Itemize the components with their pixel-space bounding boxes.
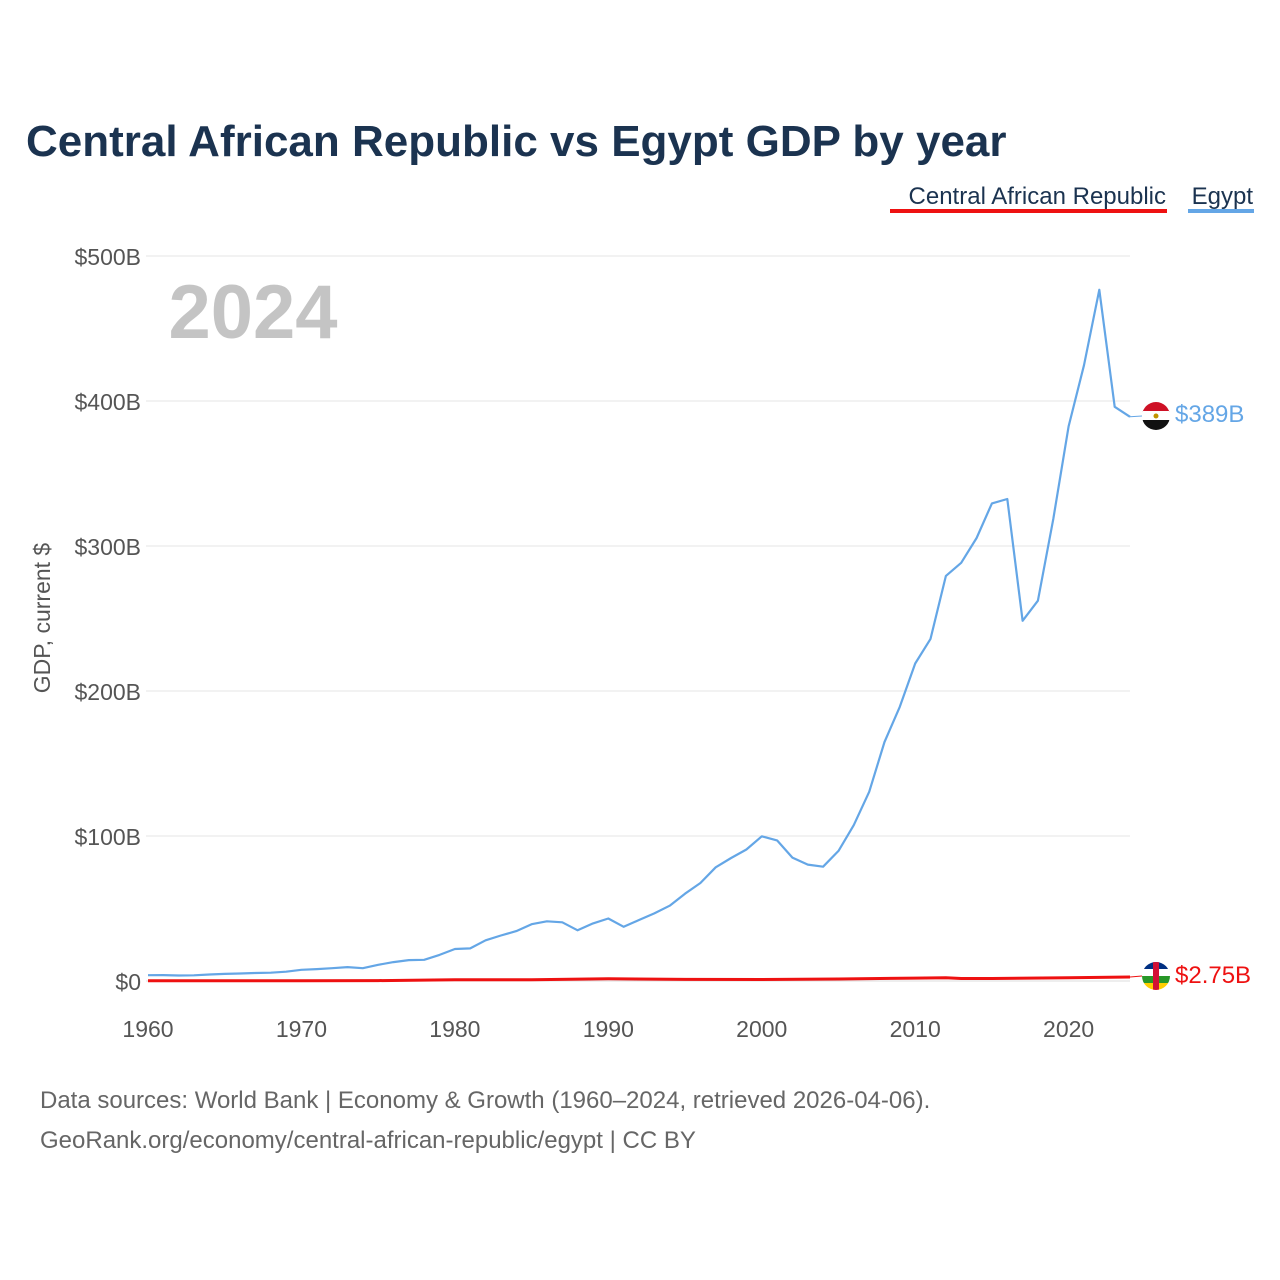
x-tick-label: 2000 bbox=[736, 1016, 787, 1042]
end-connector bbox=[1129, 415, 1143, 418]
x-axis-ticks: 1960 1970 1980 1990 2000 2010 2020 bbox=[122, 1016, 1094, 1042]
gridlines bbox=[146, 255, 1130, 982]
x-tick-label: 1990 bbox=[583, 1016, 634, 1042]
series-line-car bbox=[148, 975, 1131, 983]
egypt-flag-icon bbox=[1142, 402, 1170, 430]
y-tick-label: $100B bbox=[74, 824, 141, 850]
legend-label-egypt[interactable]: Egypt bbox=[1192, 183, 1254, 210]
car-end-value-label: $2.75B bbox=[1175, 962, 1251, 989]
legend-swatch-egypt bbox=[1188, 209, 1254, 213]
x-tick-label: 2020 bbox=[1043, 1016, 1094, 1042]
legend: Central African Republic Egypt bbox=[890, 183, 1254, 213]
x-tick-label: 1960 bbox=[122, 1016, 173, 1042]
data-source-note: Data sources: World Bank | Economy & Gro… bbox=[40, 1087, 930, 1114]
y-tick-label: $400B bbox=[74, 389, 141, 415]
x-tick-label: 1980 bbox=[429, 1016, 480, 1042]
central-african-republic-flag-icon bbox=[1142, 962, 1170, 990]
series-line-egypt bbox=[147, 288, 1131, 977]
y-tick-label: $200B bbox=[74, 679, 141, 705]
legend-label-car[interactable]: Central African Republic bbox=[909, 183, 1166, 210]
y-tick-label: $0 bbox=[115, 969, 141, 995]
y-axis-ticks: $0 $100B $200B $300B $400B $500B bbox=[74, 244, 141, 995]
y-axis-label: GDP, current $ bbox=[29, 543, 55, 694]
legend-swatch-car bbox=[890, 209, 1167, 213]
egypt-end-value-label: $389B bbox=[1175, 401, 1244, 428]
current-year-label: 2024 bbox=[168, 270, 337, 355]
series-lines bbox=[147, 288, 1143, 983]
chart-title: Central African Republic vs Egypt GDP by… bbox=[26, 117, 1007, 166]
x-tick-label: 1970 bbox=[276, 1016, 327, 1042]
y-tick-label: $300B bbox=[74, 534, 141, 560]
source-url-note[interactable]: GeoRank.org/economy/central-african-repu… bbox=[40, 1127, 696, 1154]
y-tick-label: $500B bbox=[74, 244, 141, 270]
x-tick-label: 2010 bbox=[890, 1016, 941, 1042]
end-connector bbox=[1129, 975, 1143, 978]
